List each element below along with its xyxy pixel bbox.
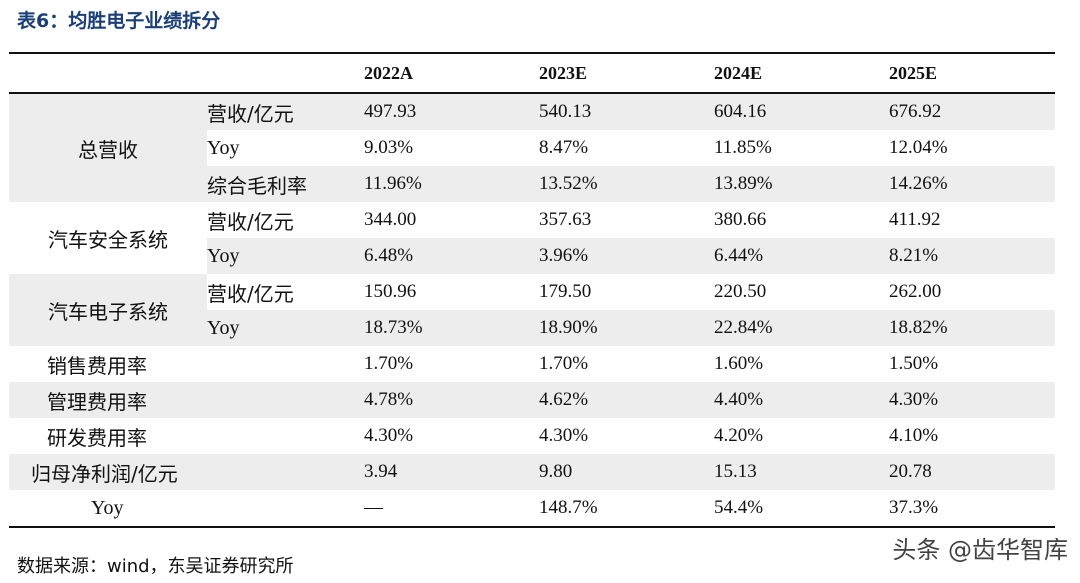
row-label: 管理费用率 [9, 382, 364, 418]
metric-label: 营收/亿元 [207, 281, 294, 306]
value-cell: 4.10% [889, 425, 939, 446]
header-blank-cell [9, 52, 207, 94]
value-cell: 20.78 [889, 454, 1055, 490]
value-cell: 220.50 [714, 281, 767, 302]
value-cell: 4.30% [539, 425, 589, 446]
metric-label: 营收/亿元 [207, 209, 294, 234]
financial-breakdown-table: 2022A 2023E 2024E 2025E 总营收 营收/亿元 497.93… [9, 52, 1055, 528]
category-label: 汽车电子系统 [9, 274, 207, 346]
value-cell: 18.73% [364, 310, 539, 346]
value-cell: 380.66 [714, 209, 767, 230]
value-cell: 540.13 [539, 93, 714, 130]
metric-label: 综合毛利率 [207, 166, 364, 202]
value-cell: 497.93 [364, 93, 539, 130]
metric-label: Yoy [207, 136, 240, 159]
value-cell: 11.96% [364, 166, 539, 202]
table-row: 总营收 营收/亿元 497.93 540.13 604.16 676.92 [9, 93, 1055, 202]
category-label: 汽车安全系统 [48, 227, 168, 252]
value-cell: 4.78% [364, 382, 539, 418]
value-cell: 3.94 [364, 454, 539, 490]
table-row: 管理费用率 4.78% 4.62% 4.40% 4.30% [9, 382, 1055, 418]
value-cell: 13.89% [714, 166, 889, 202]
year-header: 2025E [889, 52, 1055, 94]
value-cell: 18.90% [539, 310, 714, 346]
value-cell: — [364, 490, 539, 528]
table-row: Yoy 6.48% 3.96% 6.44% 8.21% [9, 238, 1055, 274]
watermark: 头条 @齿华智库 [892, 536, 1068, 564]
row-label: 归母净利润/亿元 [9, 454, 364, 490]
value-cell: 6.44% [714, 238, 889, 274]
table-row: 研发费用率 4.30% 4.30% 4.20% 4.10% [9, 418, 1055, 454]
value-cell: 37.3% [889, 490, 1055, 528]
header-row: 2022A 2023E 2024E 2025E [9, 52, 1055, 94]
table-row: Yoy — 148.7% 54.4% 37.3% [9, 490, 1055, 528]
value-cell: 1.70% [364, 353, 414, 374]
table-row: 汽车安全系统 营收/亿元 344.00 357.63 380.66 411.92 [9, 202, 1055, 252]
value-cell: 54.4% [714, 490, 889, 528]
metric-label: Yoy [207, 310, 364, 346]
value-cell: 22.84% [714, 310, 889, 346]
value-cell: 676.92 [889, 93, 1055, 130]
value-cell: 357.63 [539, 209, 592, 230]
value-cell: 4.20% [714, 425, 764, 446]
value-cell: 9.03% [364, 137, 414, 158]
value-cell: 13.52% [539, 166, 714, 202]
table-row: 归母净利润/亿元 3.94 9.80 15.13 20.78 [9, 454, 1055, 490]
category-label: 总营收 [9, 93, 207, 202]
value-cell: 4.40% [714, 382, 889, 418]
value-cell: 148.7% [539, 490, 714, 528]
value-cell: 411.92 [889, 209, 941, 230]
value-cell: 1.60% [714, 353, 764, 374]
value-cell: 12.04% [889, 137, 948, 158]
value-cell: 150.96 [364, 281, 417, 302]
value-cell: 9.80 [539, 454, 714, 490]
table-row: 汽车电子系统 营收/亿元 150.96 179.50 220.50 262.00 [9, 274, 1055, 346]
value-cell: 262.00 [889, 281, 942, 302]
value-cell: 344.00 [364, 209, 417, 230]
year-header: 2023E [539, 52, 714, 94]
value-cell: 14.26% [889, 166, 1055, 202]
year-header: 2022A [364, 52, 539, 94]
table-title: 表6：均胜电子业绩拆分 [17, 10, 221, 32]
table-row: 销售费用率 1.70% 1.70% 1.60% 1.50% [9, 346, 1055, 382]
table-row: Yoy 9.03% 8.47% 11.85% 12.04% [9, 130, 1055, 166]
value-cell: 1.70% [539, 353, 589, 374]
year-header: 2024E [714, 52, 889, 94]
row-label: 研发费用率 [47, 425, 147, 450]
value-cell: 4.62% [539, 382, 714, 418]
value-cell: 15.13 [714, 454, 889, 490]
value-cell: 18.82% [889, 310, 1055, 346]
value-cell: 4.30% [889, 382, 1055, 418]
header-blank-cell [207, 52, 364, 94]
value-cell: 1.50% [889, 353, 939, 374]
value-cell: 179.50 [539, 281, 592, 302]
row-label: 销售费用率 [47, 353, 147, 378]
value-cell: 4.30% [364, 425, 414, 446]
metric-label: 营收/亿元 [207, 93, 364, 130]
value-cell: 8.47% [539, 137, 589, 158]
row-label: Yoy [9, 490, 364, 528]
table-row: 综合毛利率 11.96% 13.52% 13.89% 14.26% [9, 166, 1055, 202]
source-note: 数据来源：wind，东吴证券研究所 [17, 556, 294, 577]
value-cell: 8.21% [889, 238, 1055, 274]
metric-label: Yoy [207, 238, 364, 274]
value-cell: 6.48% [364, 238, 539, 274]
table-row: Yoy 18.73% 18.90% 22.84% 18.82% [9, 310, 1055, 346]
value-cell: 3.96% [539, 238, 714, 274]
value-cell: 11.85% [714, 137, 772, 158]
value-cell: 604.16 [714, 93, 889, 130]
